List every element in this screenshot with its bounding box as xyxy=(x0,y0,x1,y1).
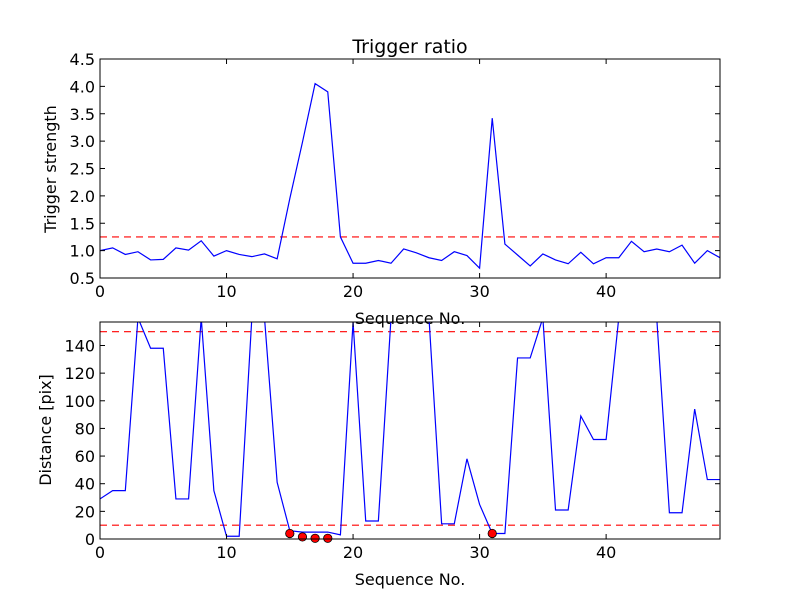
top-y-tick-label: 0.5 xyxy=(70,269,95,288)
top-x-tick-label: 0 xyxy=(95,282,105,301)
bottom-marker-point-4 xyxy=(487,528,497,539)
chart-title: Trigger ratio xyxy=(351,36,467,58)
top-x-tick-label: 30 xyxy=(469,282,489,301)
top-y-tick-label: 2.5 xyxy=(70,160,95,179)
top-y-tick-label: 3.5 xyxy=(70,105,95,124)
top-ticks: 0 10 20 30 40 0.5 1.0 1.5 2.0 2.5 3.0 3.5 4.0 4.5 xyxy=(70,50,720,301)
bottom-plot-area xyxy=(100,322,720,543)
top-y-tick-label: 1.0 xyxy=(70,242,95,261)
top-plot-area xyxy=(100,82,720,270)
bottom-plot-clip xyxy=(100,322,720,537)
bottom-y-tick-label: 80 xyxy=(75,419,95,438)
bottom-series-line-0 xyxy=(100,322,720,537)
bottom-x-tick-label: 40 xyxy=(596,543,616,562)
bottom-marker-point-2 xyxy=(310,533,320,543)
bottom-y-tick-label: 120 xyxy=(64,364,95,383)
top-x-tick-label: 20 xyxy=(343,282,363,301)
top-x-tick-label: 40 xyxy=(596,282,616,301)
top-y-tick-label: 4.0 xyxy=(70,77,95,96)
trigger-ratio-chart: Trigger ratio 0 10 20 30 40 0.5 1.0 1.5 2.0 2.5 3.… xyxy=(41,36,721,328)
bottom-y-tick-label: 40 xyxy=(75,475,95,494)
top-y-tick-label: 1.5 xyxy=(70,214,95,233)
bottom-y-tick-label: 100 xyxy=(64,392,95,411)
bottom-y-tick-label: 140 xyxy=(64,336,95,355)
bottom-axes-frame xyxy=(99,321,721,540)
bottom-x-tick-label: 20 xyxy=(343,543,363,562)
top-x-tick-label: 10 xyxy=(216,282,236,301)
top-plot-clip xyxy=(100,82,720,270)
distance-chart: 0 10 20 30 40 0 20 40 60 80 100 120 140 Sequence No.… xyxy=(36,321,721,589)
bottom-y-tick-label: 20 xyxy=(75,502,95,521)
top-y-tick-label: 4.5 xyxy=(70,50,95,69)
bottom-y-axis-label: Distance [pix] xyxy=(36,374,55,486)
bottom-x-tick-label: 0 xyxy=(95,543,105,562)
bottom-marker-point-3 xyxy=(323,533,333,543)
bottom-marker-point-1 xyxy=(297,532,308,542)
bottom-marker-point-0 xyxy=(285,528,295,539)
top-y-tick-label: 3.0 xyxy=(70,132,95,151)
top-y-tick-label: 2.0 xyxy=(70,187,95,206)
bottom-x-axis-label: Sequence No. xyxy=(355,570,466,589)
bottom-x-tick-label: 10 xyxy=(216,543,236,562)
bottom-ticks: 0 10 20 30 40 0 20 40 60 80 100 120 140 xyxy=(64,322,720,562)
bottom-y-tick-label: 0 xyxy=(85,530,95,549)
bottom-y-tick-label: 60 xyxy=(75,447,95,466)
bottom-x-tick-label: 30 xyxy=(469,543,489,562)
top-series-line-0 xyxy=(100,82,720,270)
top-x-axis-label: Sequence No. xyxy=(355,309,466,328)
top-y-axis-label: Trigger strength xyxy=(41,105,60,234)
